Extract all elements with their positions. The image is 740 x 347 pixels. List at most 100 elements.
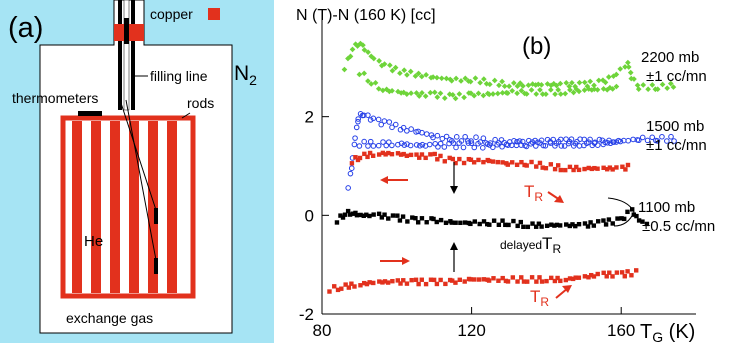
- data-point-green_lower: [365, 78, 371, 84]
- data-point-black: [367, 213, 372, 219]
- data-point-red_lower: [423, 281, 429, 287]
- data-point-red_upper: [461, 160, 467, 166]
- data-point-green: [341, 66, 348, 73]
- data-point-red_lower: [610, 274, 615, 279]
- data-point-red_upper: [558, 167, 563, 173]
- data-point-red_lower: [510, 275, 516, 280]
- data-point-black: [364, 212, 369, 217]
- data-point-green: [514, 83, 521, 89]
- data-point-blue: [378, 121, 385, 128]
- data-point-red_lower: [552, 278, 558, 284]
- data-point-red_upper: [417, 155, 422, 160]
- data-point-red_upper: [442, 159, 447, 164]
- data-point-blue: [659, 133, 665, 140]
- data-point-green_lower: [368, 81, 375, 87]
- data-point-red_upper: [552, 166, 558, 172]
- data-point-blue_lower: [555, 138, 562, 145]
- y-axis-label: N (T)-N (160 K) [cc]: [296, 7, 436, 24]
- data-point-red_upper: [495, 159, 501, 165]
- data-point-red_upper: [548, 162, 554, 167]
- annotation-1500mb-rate: ±1 cc/mn: [646, 137, 707, 154]
- data-point-red_upper: [534, 164, 539, 169]
- panel-b: 80 120 160-202 N (T)-N (160 K) [cc] (b) TG…: [296, 7, 715, 345]
- data-point-green_lower: [557, 91, 564, 97]
- data-point-red_upper: [571, 167, 576, 173]
- data-point-black: [515, 223, 520, 229]
- data-point-blue: [462, 133, 468, 140]
- data-point-blue_lower: [604, 140, 611, 146]
- data-point-blue: [443, 133, 450, 140]
- data-point-black: [379, 215, 385, 220]
- data-point-blue_lower: [528, 140, 534, 147]
- data-point-green_lower: [361, 70, 367, 77]
- data-point-blue: [581, 136, 588, 143]
- data-point-red_upper: [349, 161, 355, 166]
- data-point-green: [670, 84, 677, 90]
- data-point-blue: [386, 119, 393, 125]
- data-point-red_upper: [453, 160, 458, 166]
- data-point-red_lower: [573, 275, 578, 280]
- data-point-red_upper: [595, 166, 600, 171]
- data-point-red_lower: [521, 279, 527, 284]
- data-point-green_lower: [422, 93, 429, 100]
- data-point-blue: [353, 124, 360, 131]
- tr-subscript: R: [534, 190, 543, 204]
- data-point-black: [405, 219, 410, 224]
- data-point-red_upper: [376, 152, 382, 157]
- data-point-red_lower: [349, 281, 354, 286]
- data-point-red_upper: [428, 152, 433, 157]
- data-point-red_lower: [505, 279, 511, 284]
- data-point-blue: [355, 116, 362, 122]
- data-point-black: [610, 221, 615, 226]
- data-point-green: [443, 75, 450, 82]
- data-point-blue: [361, 112, 367, 119]
- data-point-black: [342, 212, 348, 217]
- data-point-black: [477, 221, 482, 227]
- data-point-black: [382, 212, 387, 217]
- thermometer-mid: [154, 208, 158, 224]
- data-point-blue_lower: [468, 140, 475, 147]
- data-point-red_lower: [371, 280, 376, 286]
- data-point-blue: [375, 116, 382, 123]
- series-green: [341, 40, 677, 93]
- data-point-blue: [351, 141, 358, 148]
- nitrogen-label: N2: [234, 62, 257, 88]
- data-point-green: [631, 76, 637, 82]
- data-point-blue_lower: [367, 138, 374, 145]
- data-point-blue_lower: [561, 143, 568, 149]
- data-point-red_lower: [443, 281, 448, 287]
- data-point-green: [557, 80, 564, 87]
- data-point-green: [622, 64, 628, 70]
- tr-label-lower: TR: [530, 287, 549, 309]
- data-point-blue: [367, 117, 374, 123]
- data-point-black: [458, 220, 463, 226]
- data-point-green_lower: [523, 91, 530, 97]
- data-point-red_lower: [558, 278, 563, 284]
- data-point-green: [501, 83, 508, 90]
- data-point-red_upper: [592, 165, 597, 171]
- data-point-green_lower: [518, 87, 525, 94]
- data-point-green: [430, 74, 436, 80]
- data-point-blue: [492, 136, 498, 143]
- data-point-black: [554, 222, 560, 228]
- data-point-red_lower: [416, 281, 421, 287]
- x-axis-subscript: G: [652, 329, 663, 345]
- annotation-1500mb: 1500 mb: [646, 118, 704, 135]
- data-point-red_upper: [365, 154, 370, 160]
- up-arrowhead: [450, 242, 458, 250]
- data-point-red_lower: [419, 277, 424, 282]
- data-point-black: [603, 222, 609, 227]
- data-point-red_lower: [591, 274, 597, 279]
- data-point-red_lower: [401, 278, 406, 283]
- data-point-blue: [365, 112, 371, 118]
- annotation-1100mb: 1100 mb: [638, 199, 695, 216]
- y-tick-label: 2: [305, 108, 314, 127]
- data-point-red_upper: [514, 162, 520, 168]
- data-point-red_lower: [457, 277, 462, 283]
- delayed-subscript: R: [552, 242, 561, 256]
- data-point-black: [434, 219, 439, 225]
- data-point-blue: [423, 131, 430, 137]
- data-point-black: [354, 213, 360, 218]
- data-point-blue: [473, 134, 479, 140]
- data-point-black: [410, 215, 415, 220]
